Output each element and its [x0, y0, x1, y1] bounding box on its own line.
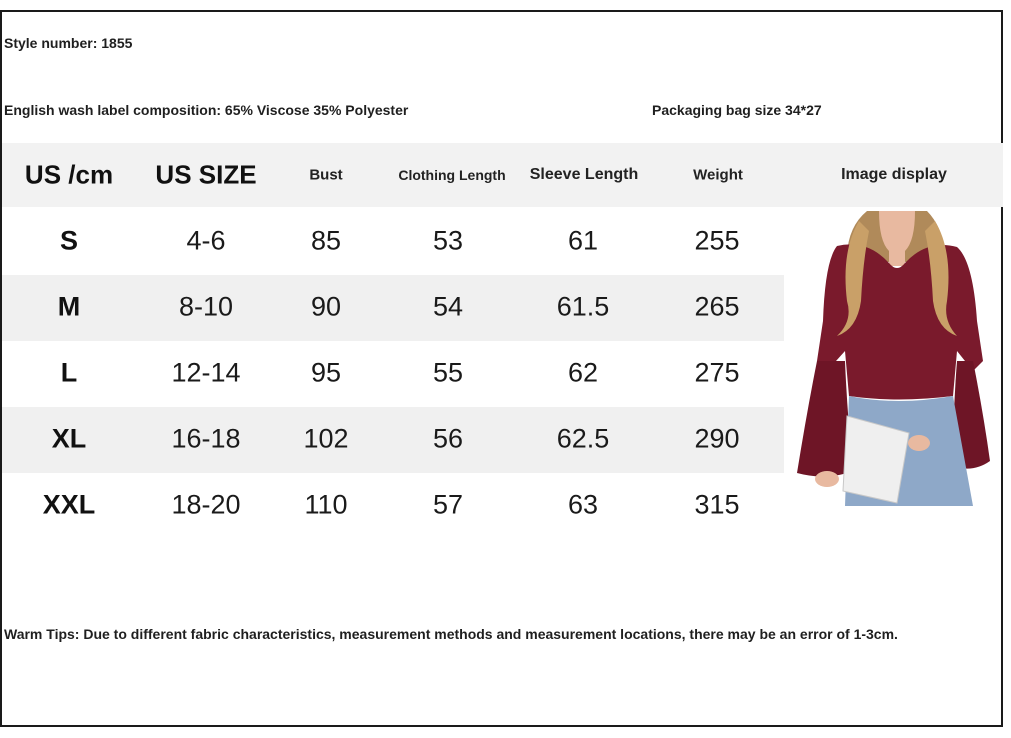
length-xl: 56 — [432, 423, 464, 454]
size-xxl: XXL — [42, 489, 96, 520]
bust-xxl: 110 — [304, 489, 348, 520]
length-l: 55 — [432, 357, 464, 388]
row-band-m — [2, 275, 784, 341]
header-us-cm: US /cm — [24, 159, 114, 190]
header-us-size: US SIZE — [155, 159, 257, 190]
warm-tips: Warm Tips: Due to different fabric chara… — [4, 626, 898, 642]
header-sleeve-length: Sleeve Length — [529, 166, 639, 183]
header-bust: Bust — [309, 166, 343, 184]
sleeve-xl: 62.5 — [556, 423, 610, 454]
sleeve-m: 61.5 — [556, 291, 610, 322]
row-band-xl — [2, 407, 784, 473]
length-s: 53 — [432, 225, 464, 256]
us-size-m: 8-10 — [178, 291, 234, 322]
size-m: M — [57, 291, 81, 322]
header-image-display: Image display — [841, 166, 947, 183]
bust-s: 85 — [310, 225, 342, 256]
document-frame — [0, 10, 1003, 727]
table-header-band — [2, 143, 1003, 207]
us-size-xxl: 18-20 — [171, 489, 241, 520]
weight-s: 255 — [694, 225, 740, 256]
weight-xl: 290 — [694, 423, 740, 454]
sleeve-l: 62 — [567, 357, 599, 388]
sleeve-s: 61 — [567, 225, 599, 256]
size-l: L — [60, 357, 78, 388]
bust-l: 95 — [310, 357, 342, 388]
header-clothing-length: Clothing Length — [398, 167, 506, 183]
us-size-l: 12-14 — [171, 357, 241, 388]
weight-xxl: 315 — [694, 489, 740, 520]
packaging-size: Packaging bag size 34*27 — [652, 102, 822, 118]
header-weight: Weight — [693, 166, 743, 184]
us-size-s: 4-6 — [186, 225, 226, 256]
bust-xl: 102 — [303, 423, 349, 454]
us-size-xl: 16-18 — [171, 423, 241, 454]
length-xxl: 57 — [432, 489, 464, 520]
bust-m: 90 — [310, 291, 342, 322]
composition-label: English wash label composition: 65% Visc… — [4, 102, 409, 118]
size-s: S — [59, 225, 79, 256]
length-m: 54 — [432, 291, 464, 322]
weight-l: 275 — [694, 357, 740, 388]
size-xl: XL — [51, 423, 87, 454]
style-number: Style number: 1855 — [4, 35, 133, 51]
sleeve-xxl: 63 — [567, 489, 599, 520]
weight-m: 265 — [694, 291, 740, 322]
product-photo — [797, 211, 990, 506]
